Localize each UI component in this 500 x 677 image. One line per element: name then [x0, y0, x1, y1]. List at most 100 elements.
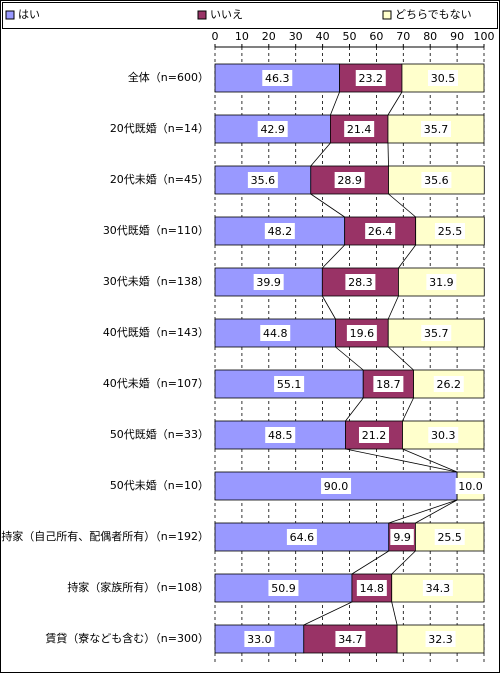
value-label: 35.6	[424, 174, 449, 187]
value-label-box	[427, 70, 458, 86]
value-label-box	[321, 478, 352, 494]
category-label: 30代未婚（n=138）	[103, 274, 209, 288]
value-label-box	[265, 427, 296, 443]
value-label-box	[433, 376, 464, 392]
series-line	[330, 91, 340, 116]
legend-box	[2, 2, 498, 29]
x-tick-label: 30	[289, 30, 303, 43]
value-label: 90.0	[324, 480, 349, 493]
value-label-box	[262, 70, 293, 86]
value-label: 64.6	[290, 531, 315, 544]
category-label: 20代既婚（n=14）	[110, 121, 209, 135]
value-label-box	[244, 631, 275, 647]
series-line	[415, 499, 458, 524]
category-label: 全体（n=600）	[128, 70, 209, 84]
value-label-box	[257, 121, 288, 137]
value-label: 19.6	[350, 327, 375, 340]
legend-label: いいえ	[210, 8, 243, 21]
value-label: 14.8	[360, 582, 385, 595]
series-line	[388, 499, 458, 524]
value-label-box	[274, 376, 305, 392]
value-label: 48.2	[268, 225, 293, 238]
value-label-box	[373, 376, 404, 392]
x-tick-label: 40	[316, 30, 330, 43]
value-label: 50.9	[271, 582, 296, 595]
value-label-box	[334, 172, 365, 188]
series-line	[387, 295, 399, 320]
value-label-box	[286, 529, 317, 545]
value-label-box	[253, 274, 284, 290]
value-label-box	[421, 325, 452, 341]
value-label: 48.5	[268, 429, 293, 442]
value-label: 23.2	[359, 72, 384, 85]
series-line	[387, 142, 389, 167]
series-line	[387, 346, 414, 371]
value-label: 33.0	[247, 633, 272, 646]
series-line	[345, 397, 364, 422]
series-line	[335, 346, 364, 371]
series-line	[391, 550, 416, 575]
legend-label: はい	[18, 8, 40, 21]
value-label: 44.8	[263, 327, 288, 340]
category-label: 50代既婚（n=33）	[110, 427, 209, 441]
value-label: 26.2	[437, 378, 462, 391]
category-label: 持家（自己所有、配偶者所有）（n=192）	[1, 529, 209, 543]
value-label: 31.9	[429, 276, 454, 289]
value-label-box	[335, 631, 366, 647]
category-label: 40代未婚（n=107）	[103, 376, 209, 390]
value-label-box	[356, 580, 387, 596]
series-line	[388, 193, 416, 218]
value-label-box	[268, 580, 299, 596]
value-label: 35.7	[424, 327, 449, 340]
value-label: 55.1	[277, 378, 302, 391]
series-line	[402, 448, 458, 473]
x-tick-label: 70	[396, 30, 410, 43]
value-label-box	[420, 121, 451, 137]
value-label-box	[455, 478, 486, 494]
value-label: 39.9	[256, 276, 281, 289]
value-label-box	[365, 223, 396, 239]
series-line	[310, 142, 331, 167]
x-tick-label: 50	[343, 30, 357, 43]
value-label: 10.0	[458, 480, 483, 493]
legend-label: どちらでもない	[395, 8, 472, 21]
value-label: 25.5	[437, 531, 462, 544]
value-label-box	[425, 631, 456, 647]
value-label: 30.5	[431, 72, 456, 85]
series-line	[351, 550, 389, 575]
category-label: 賃貸（寮なども含む）（n=300）	[45, 631, 209, 645]
value-label: 35.7	[424, 123, 449, 136]
value-label-box	[346, 325, 377, 341]
value-label: 35.6	[251, 174, 276, 187]
category-label: 30代既婚（n=110）	[103, 223, 209, 237]
series-line	[398, 244, 416, 269]
value-label: 34.7	[338, 633, 363, 646]
value-label: 30.3	[431, 429, 456, 442]
value-label-box	[428, 427, 459, 443]
category-label: 50代未婚（n=10）	[110, 478, 209, 492]
value-label: 25.5	[438, 225, 463, 238]
x-tick-label: 80	[423, 30, 437, 43]
value-label-box	[422, 580, 453, 596]
value-label-box	[421, 172, 452, 188]
x-tick-label: 100	[474, 30, 495, 43]
value-label: 21.4	[347, 123, 372, 136]
value-label: 34.3	[426, 582, 451, 595]
value-label: 21.2	[362, 429, 387, 442]
value-label-box	[390, 529, 414, 545]
value-label-box	[344, 121, 375, 137]
series-line	[391, 601, 398, 626]
value-label-box	[264, 223, 295, 239]
x-tick-label: 0	[212, 30, 219, 43]
category-label: 40代既婚（n=143）	[103, 325, 209, 339]
value-label: 26.4	[368, 225, 393, 238]
series-line	[387, 91, 403, 116]
x-tick-label: 10	[235, 30, 249, 43]
x-tick-label: 90	[450, 30, 464, 43]
value-label-box	[434, 529, 465, 545]
series-line	[321, 295, 336, 320]
series-line	[322, 244, 345, 269]
series-line	[310, 193, 345, 218]
value-label-box	[345, 274, 376, 290]
